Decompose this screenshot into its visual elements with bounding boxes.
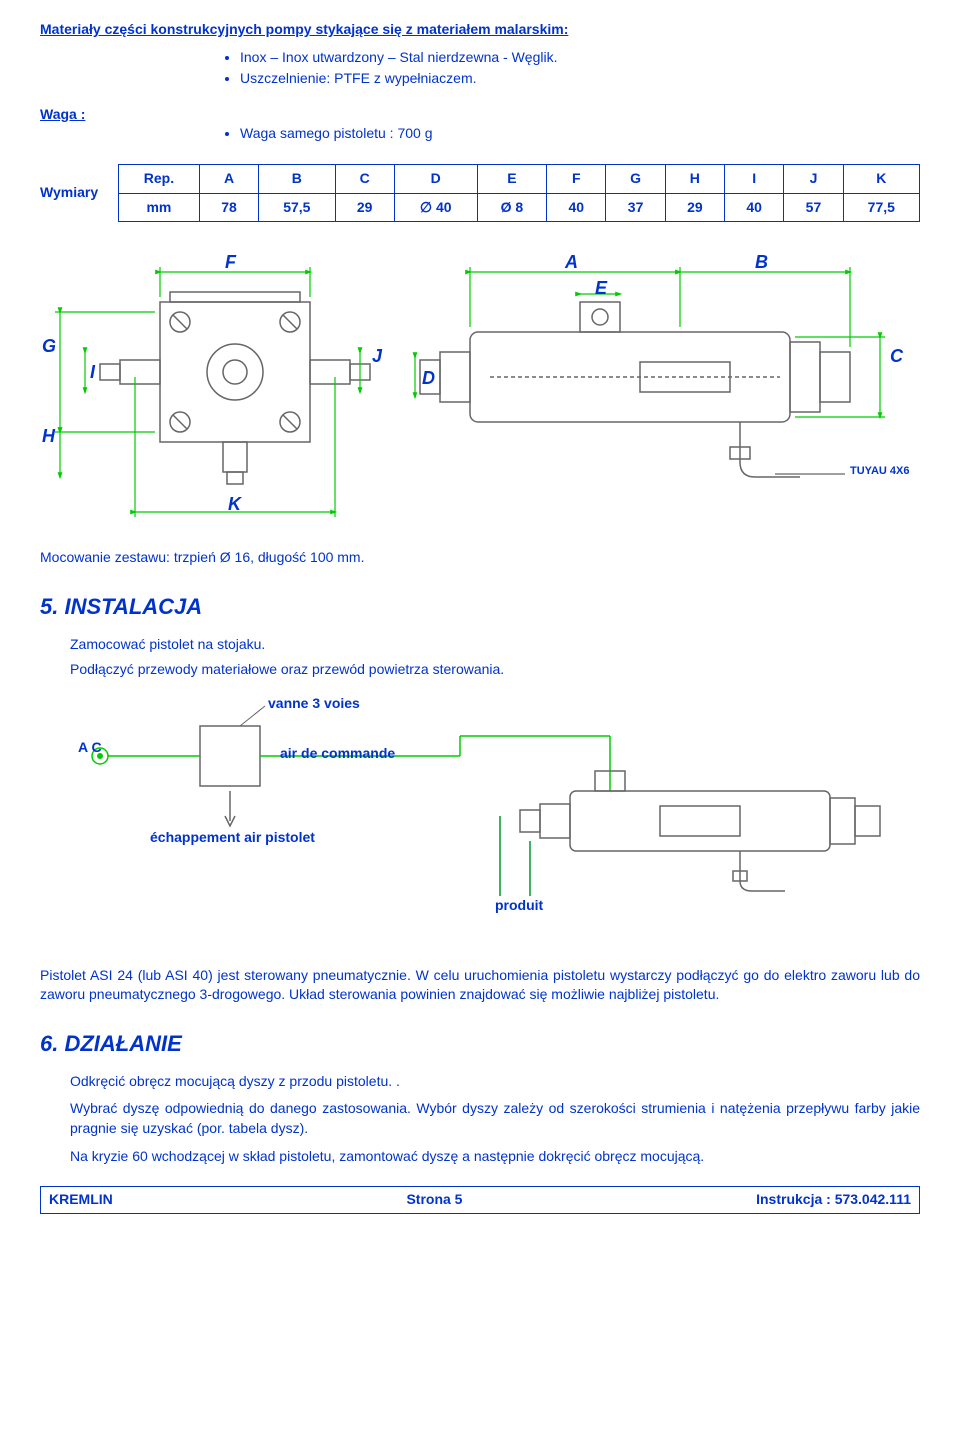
table-cell: E bbox=[477, 164, 547, 193]
table-cell: F bbox=[547, 164, 606, 193]
table-cell: J bbox=[784, 164, 843, 193]
dim-label-c: C bbox=[890, 344, 903, 369]
table-cell: 40 bbox=[547, 193, 606, 222]
technical-diagram-1: F A B E G I J D C H K TUYAU 4X6 bbox=[40, 252, 920, 532]
dim-label-b: B bbox=[755, 250, 768, 275]
dim-label-f: F bbox=[225, 250, 236, 275]
table-cell: 37 bbox=[606, 193, 665, 222]
wymiary-label: Wymiary bbox=[40, 183, 108, 203]
footer-mid: Strona 5 bbox=[406, 1190, 462, 1210]
page-footer: KREMLIN Strona 5 Instrukcja : 573.042.11… bbox=[40, 1186, 920, 1214]
wymiary-row: Wymiary Rep. A B C D E F G H I J K mm 78… bbox=[40, 164, 920, 222]
air-commande-label: air de commande bbox=[280, 744, 395, 764]
tuyau-label: TUYAU 4X6 bbox=[850, 464, 910, 479]
table-cell: 57 bbox=[784, 193, 843, 222]
table-cell: mm bbox=[119, 193, 200, 222]
table-cell: 29 bbox=[335, 193, 394, 222]
table-cell: 40 bbox=[725, 193, 784, 222]
table-cell: H bbox=[665, 164, 724, 193]
dim-label-h: H bbox=[42, 424, 55, 449]
s6-p3: Na kryzie 60 wchodzącej w skład pistolet… bbox=[70, 1147, 920, 1167]
waga-label: Waga : bbox=[40, 105, 85, 125]
s5-para: Pistolet ASI 24 (lub ASI 40) jest sterow… bbox=[40, 966, 920, 1005]
dim-label-g: G bbox=[42, 334, 56, 359]
dim-label-k: K bbox=[228, 492, 241, 517]
table-cell: I bbox=[725, 164, 784, 193]
dimensions-table: Rep. A B C D E F G H I J K mm 78 57,5 29… bbox=[118, 164, 920, 222]
dim-label-j: J bbox=[372, 344, 382, 369]
table-cell: 78 bbox=[199, 193, 258, 222]
table-row: mm 78 57,5 29 ∅ 40 Ø 8 40 37 29 40 57 77… bbox=[119, 193, 920, 222]
table-cell: 77,5 bbox=[843, 193, 919, 222]
table-cell: ∅ 40 bbox=[394, 193, 477, 222]
title-main: Materiały części konstrukcyjnych pompy s… bbox=[40, 20, 920, 40]
table-cell: 57,5 bbox=[259, 193, 335, 222]
table-cell: 29 bbox=[665, 193, 724, 222]
table-row: Rep. A B C D E F G H I J K bbox=[119, 164, 920, 193]
waga-section: Waga : Waga samego pistoletu : 700 g bbox=[40, 105, 920, 144]
footer-left: KREMLIN bbox=[49, 1190, 113, 1210]
section-6-head: 6. DZIAŁANIE bbox=[40, 1029, 920, 1060]
s5-p1: Zamocować pistolet na stojaku. bbox=[70, 635, 920, 655]
produit-label: produit bbox=[495, 896, 543, 916]
vanne-label: vanne 3 voies bbox=[268, 694, 360, 714]
table-cell: D bbox=[394, 164, 477, 193]
footer-right: Instrukcja : 573.042.111 bbox=[756, 1190, 911, 1210]
section-5-head: 5. INSTALACJA bbox=[40, 592, 920, 623]
dim-label-e: E bbox=[595, 276, 607, 301]
s6-p1: Odkręcić obręcz mocującą dyszy z przodu … bbox=[70, 1072, 920, 1092]
table-cell: Rep. bbox=[119, 164, 200, 193]
dim-label-a: A bbox=[565, 250, 578, 275]
installation-diagram: vanne 3 voies A C air de commande échapp… bbox=[40, 696, 920, 946]
s5-p2: Podłączyć przewody materiałowe oraz prze… bbox=[70, 660, 920, 680]
waga-item: Waga samego pistoletu : 700 g bbox=[240, 124, 920, 144]
s6-p2: Wybrać dyszę odpowiednią do danego zasto… bbox=[70, 1099, 920, 1138]
dim-label-i: I bbox=[90, 360, 95, 385]
table-cell: Ø 8 bbox=[477, 193, 547, 222]
list-item: Inox – Inox utwardzony – Stal nierdzewna… bbox=[240, 48, 920, 68]
table-cell: G bbox=[606, 164, 665, 193]
materials-list: Inox – Inox utwardzony – Stal nierdzewna… bbox=[240, 48, 920, 89]
ac-label: A C bbox=[78, 738, 102, 758]
table-cell: B bbox=[259, 164, 335, 193]
dim-label-d: D bbox=[422, 366, 435, 391]
table-cell: C bbox=[335, 164, 394, 193]
echappement-label: échappement air pistolet bbox=[150, 828, 315, 848]
table-cell: K bbox=[843, 164, 919, 193]
mocowanie-text: Mocowanie zestawu: trzpień Ø 16, długość… bbox=[40, 548, 920, 568]
list-item: Uszczelnienie: PTFE z wypełniaczem. bbox=[240, 69, 920, 89]
table-cell: A bbox=[199, 164, 258, 193]
